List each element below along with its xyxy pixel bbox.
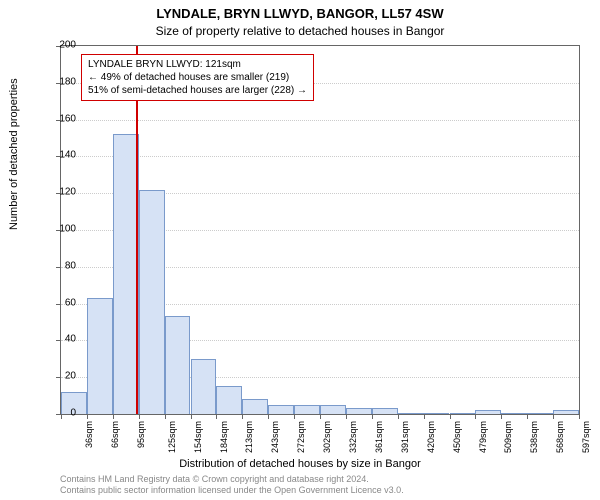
title-sub: Size of property relative to detached ho…: [0, 24, 600, 38]
y-tick-label: 200: [46, 40, 76, 51]
x-tick-mark: [216, 414, 217, 419]
x-tick-mark: [372, 414, 373, 419]
title-main: LYNDALE, BRYN LLWYD, BANGOR, LL57 4SW: [0, 6, 600, 21]
x-tick-mark: [346, 414, 347, 419]
x-tick-label: 361sqm: [374, 421, 384, 453]
x-tick-mark: [553, 414, 554, 419]
credit-line2: Contains public sector information licen…: [60, 485, 404, 496]
y-tick-label: 80: [46, 260, 76, 271]
histogram-bar: [294, 405, 320, 414]
x-tick-mark: [191, 414, 192, 419]
histogram-bar: [553, 410, 579, 414]
gridline: [61, 120, 579, 121]
histogram-bar: [346, 408, 372, 414]
x-tick-label: 243sqm: [270, 421, 280, 453]
x-tick-label: 213sqm: [244, 421, 254, 453]
chart-container: LYNDALE, BRYN LLWYD, BANGOR, LL57 4SW Si…: [0, 0, 600, 500]
histogram-bar: [165, 316, 191, 414]
x-tick-mark: [294, 414, 295, 419]
annotation-line: 51% of semi-detached houses are larger (…: [88, 84, 307, 97]
x-tick-mark: [268, 414, 269, 419]
x-tick-label: 420sqm: [426, 421, 436, 453]
x-tick-label: 450sqm: [452, 421, 462, 453]
x-tick-label: 154sqm: [193, 421, 203, 453]
histogram-bar: [450, 413, 476, 414]
histogram-bar: [320, 405, 346, 414]
x-tick-mark: [579, 414, 580, 419]
x-tick-label: 538sqm: [529, 421, 539, 453]
x-tick-label: 184sqm: [219, 421, 229, 453]
x-tick-mark: [475, 414, 476, 419]
y-tick-label: 60: [46, 297, 76, 308]
y-tick-label: 100: [46, 224, 76, 235]
x-tick-mark: [242, 414, 243, 419]
marker-line: [136, 46, 138, 414]
credit-line1: Contains HM Land Registry data © Crown c…: [60, 474, 404, 485]
x-tick-mark: [501, 414, 502, 419]
x-tick-label: 125sqm: [167, 421, 177, 453]
y-axis-label: Number of detached properties: [8, 78, 20, 230]
y-tick-label: 180: [46, 76, 76, 87]
x-tick-label: 597sqm: [581, 421, 591, 453]
x-tick-label: 479sqm: [478, 421, 488, 453]
x-tick-label: 302sqm: [322, 421, 332, 453]
y-tick-label: 140: [46, 150, 76, 161]
y-tick-label: 160: [46, 113, 76, 124]
x-tick-mark: [527, 414, 528, 419]
x-tick-label: 36sqm: [84, 421, 94, 448]
x-tick-mark: [320, 414, 321, 419]
annotation-line: ← 49% of detached houses are smaller (21…: [88, 71, 307, 84]
histogram-bar: [475, 410, 501, 414]
chart-plot-area: LYNDALE BRYN LLWYD: 121sqm← 49% of detac…: [60, 45, 580, 415]
x-tick-mark: [398, 414, 399, 419]
x-tick-mark: [165, 414, 166, 419]
y-tick-label: 120: [46, 187, 76, 198]
y-tick-label: 20: [46, 371, 76, 382]
gridline: [61, 156, 579, 157]
x-tick-label: 391sqm: [400, 421, 410, 453]
x-axis-label: Distribution of detached houses by size …: [0, 458, 600, 470]
x-tick-label: 66sqm: [110, 421, 120, 448]
x-tick-label: 332sqm: [348, 421, 358, 453]
histogram-bar: [527, 413, 553, 414]
x-tick-mark: [139, 414, 140, 419]
histogram-bar: [424, 413, 450, 414]
x-tick-label: 95sqm: [136, 421, 146, 448]
annotation-box: LYNDALE BRYN LLWYD: 121sqm← 49% of detac…: [81, 54, 314, 101]
x-tick-label: 509sqm: [503, 421, 513, 453]
x-tick-label: 272sqm: [296, 421, 306, 453]
x-tick-label: 568sqm: [555, 421, 565, 453]
annotation-line: LYNDALE BRYN LLWYD: 121sqm: [88, 58, 307, 71]
x-tick-mark: [87, 414, 88, 419]
histogram-bar: [216, 386, 242, 414]
histogram-bar: [268, 405, 294, 414]
histogram-bar: [87, 298, 113, 414]
y-tick-label: 40: [46, 334, 76, 345]
x-tick-mark: [450, 414, 451, 419]
y-tick-label: 0: [46, 408, 76, 419]
histogram-bar: [139, 190, 165, 414]
x-tick-mark: [113, 414, 114, 419]
histogram-bar: [191, 359, 217, 414]
histogram-bar: [501, 413, 527, 414]
x-tick-mark: [424, 414, 425, 419]
histogram-bar: [242, 399, 268, 414]
histogram-bar: [372, 408, 398, 414]
credit-text: Contains HM Land Registry data © Crown c…: [60, 474, 404, 496]
histogram-bar: [398, 413, 424, 414]
